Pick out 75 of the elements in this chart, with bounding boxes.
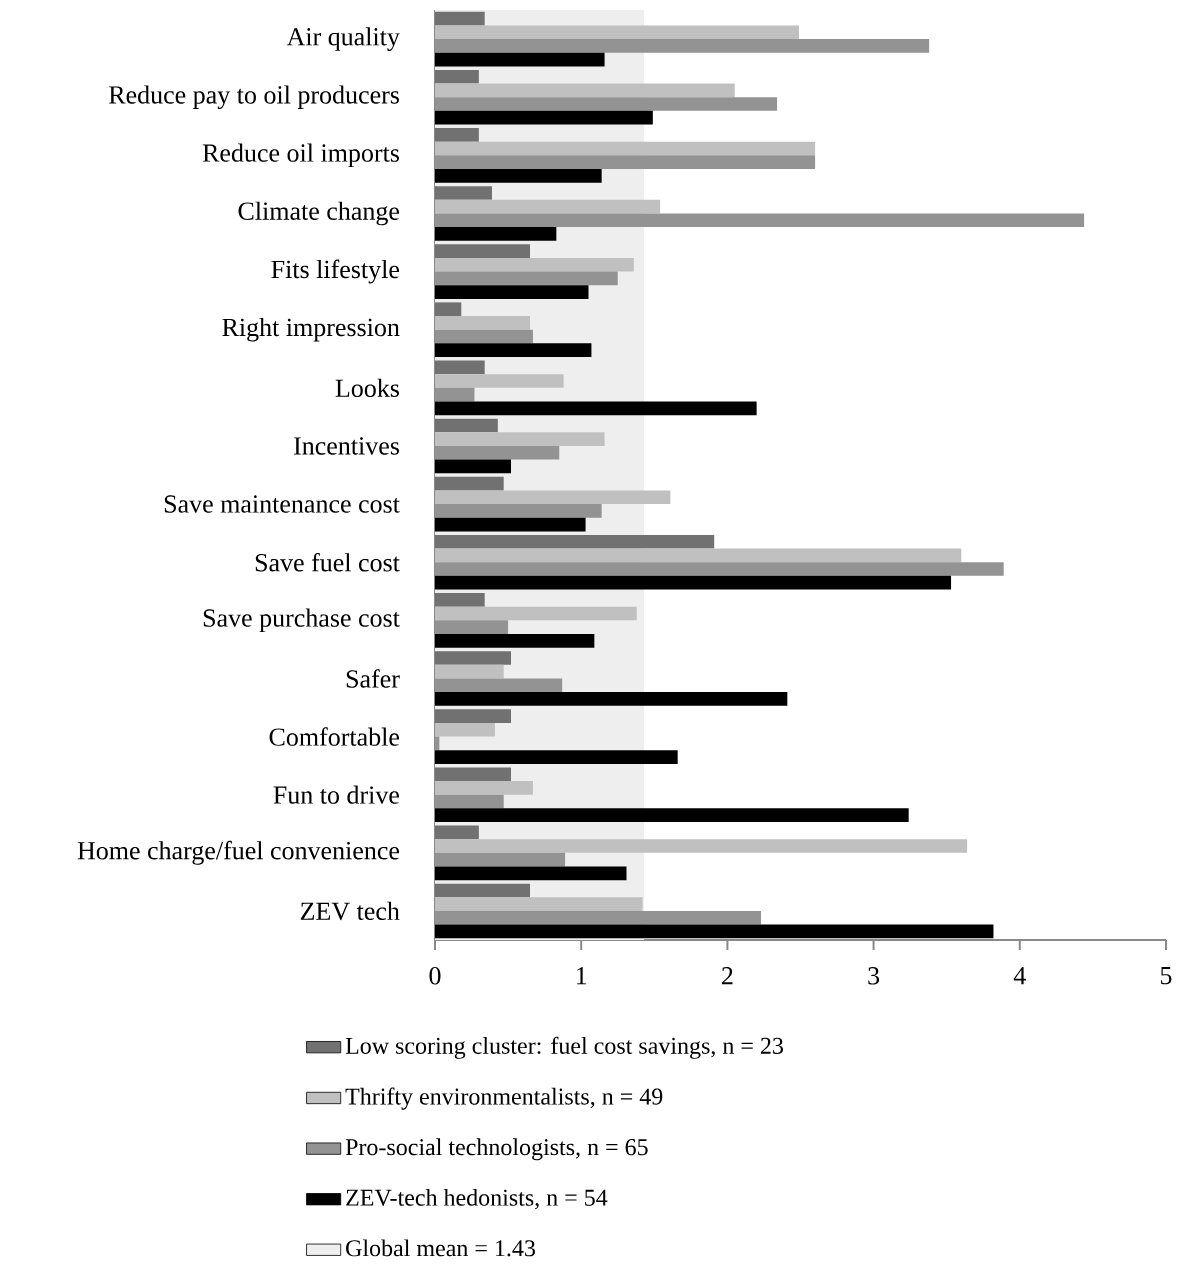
bar <box>434 866 627 881</box>
bar <box>434 227 557 241</box>
bar <box>434 651 512 665</box>
bar <box>434 692 788 706</box>
bar <box>434 302 462 317</box>
y-tick-label: Incentives <box>294 437 400 455</box>
bar <box>434 186 493 200</box>
x-tick-label: 1 <box>576 967 587 985</box>
bar <box>434 285 589 299</box>
legend-label: Low scoring cluster: fuel cost savings, n = 23 <box>345 1036 783 1059</box>
bar <box>434 924 994 939</box>
x-tick-label: 3 <box>868 967 880 985</box>
legend-label: Pro-social technologists, n = 65 <box>345 1138 648 1161</box>
y-tick-label: Save maintenance cost <box>164 495 400 513</box>
y-tick-label: Safer <box>346 669 400 688</box>
bar <box>434 343 592 358</box>
bar <box>434 633 595 648</box>
bar <box>434 459 512 474</box>
y-tick-label: Right impression <box>222 317 400 342</box>
x-tick-label: 0 <box>429 967 441 985</box>
y-tick-label: Fits lifestyle <box>271 259 400 284</box>
bar <box>434 476 504 491</box>
bar <box>434 401 757 416</box>
bar <box>434 257 634 272</box>
bar <box>434 825 479 840</box>
bar <box>434 575 952 590</box>
y-tick-label: ZEV tech <box>300 901 400 921</box>
bar <box>434 168 602 183</box>
bar <box>434 110 653 125</box>
bar <box>434 83 735 98</box>
bar <box>434 25 800 40</box>
bar <box>434 490 671 505</box>
bar <box>434 709 512 723</box>
x-tick-label: 2 <box>722 967 733 985</box>
y-tick-label: Climate change <box>238 201 400 226</box>
bar <box>434 128 479 142</box>
legend-label: ZEV-tech hedonists, n = 54 <box>346 1188 608 1210</box>
bar <box>434 839 968 853</box>
bar <box>434 767 512 782</box>
y-tick-label: Comfortable <box>269 727 400 746</box>
bar <box>434 781 533 795</box>
bar <box>434 418 498 433</box>
bar <box>434 548 962 563</box>
y-tick-label: Air quality <box>286 27 400 51</box>
bar <box>434 593 485 607</box>
x-tick-label: 5 <box>1160 967 1172 985</box>
bar <box>434 316 531 330</box>
bar <box>434 897 643 911</box>
bar <box>434 517 586 532</box>
bar <box>434 750 678 764</box>
y-tick-label: Home charge/fuel convenience <box>77 840 400 865</box>
y-tick-label: Reduce pay to oil producers <box>108 85 399 110</box>
bar <box>434 141 816 156</box>
y-tick-label: Fun to drive <box>273 785 399 804</box>
legend-label: Global mean = 1.43 <box>346 1239 535 1257</box>
x-tick-label: 4 <box>1013 967 1026 985</box>
y-tick-label: Looks <box>335 378 399 397</box>
bar <box>434 432 605 446</box>
bar <box>434 534 715 549</box>
bar <box>434 244 531 258</box>
bar <box>434 69 479 84</box>
y-tick-label: Save fuel cost <box>255 552 400 572</box>
bar <box>434 722 495 737</box>
bar <box>434 883 531 898</box>
bar <box>434 606 637 621</box>
bar <box>434 360 485 375</box>
y-tick-label: Reduce oil imports <box>202 143 399 168</box>
legend-label: Thrifty environmentalists, n = 49 <box>345 1087 663 1110</box>
bar <box>434 664 504 679</box>
y-tick-label: Save purchase cost <box>203 608 400 633</box>
bar <box>434 374 564 388</box>
bar <box>434 11 485 26</box>
bar <box>434 808 909 823</box>
bar <box>434 199 661 214</box>
bar <box>434 52 605 67</box>
